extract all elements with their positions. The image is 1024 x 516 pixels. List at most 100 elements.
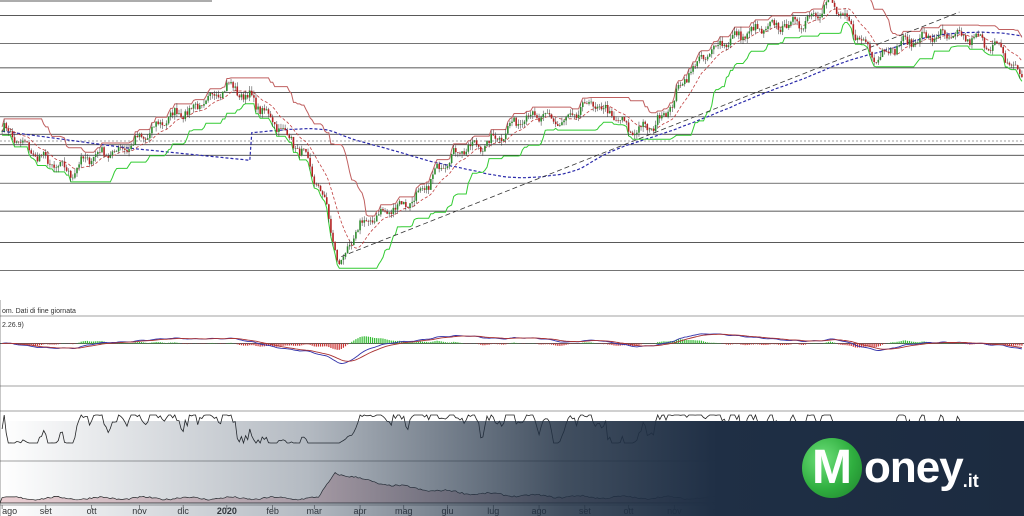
macd-histogram-bar [750, 343, 752, 345]
candle-body [446, 166, 449, 169]
macd-histogram-bar [1015, 343, 1017, 346]
macd-histogram-bar [994, 343, 996, 345]
candle-body [230, 82, 232, 84]
candle-body [969, 39, 971, 46]
candle-body [1010, 64, 1013, 66]
candle-body [196, 103, 199, 110]
candle-body [729, 38, 732, 46]
macd-histogram-bar [394, 340, 397, 344]
candle-body [906, 36, 909, 45]
macd-histogram-bar [765, 343, 767, 346]
candle-body [773, 20, 776, 26]
candle-body [174, 108, 176, 116]
macd-histogram-bar [1019, 343, 1021, 346]
candle-body [552, 118, 555, 122]
candle-body [475, 140, 478, 145]
candle-body [704, 59, 707, 60]
candle-body [806, 16, 809, 21]
candle-body [192, 104, 195, 109]
candle-body [856, 37, 859, 41]
candle-body [207, 95, 209, 101]
macd-histogram-bar [28, 343, 30, 345]
candle-body [771, 20, 773, 22]
macd-histogram-bar [586, 342, 588, 344]
x-axis-ticks: ago set ott nov dic 2020 feb mar apr mag giu lug ago… [1, 505, 993, 516]
macd-histogram-bar [384, 338, 386, 344]
candle-body [221, 91, 224, 99]
candle-body [973, 37, 975, 39]
candle-body [63, 161, 66, 168]
money-logo: M oney .it [802, 432, 1012, 504]
candle-body [473, 140, 476, 142]
candle-body [280, 128, 282, 129]
macd-histogram-bar [392, 340, 394, 344]
candle-body [440, 168, 443, 170]
candle-body [779, 29, 782, 32]
macd-histogram-bar [124, 342, 126, 344]
macd-histogram-bar [342, 343, 345, 348]
candle-body [837, 13, 840, 16]
macd-histogram-bar [746, 343, 748, 346]
candle-body [353, 238, 355, 245]
candle-body [858, 37, 861, 40]
macd-histogram-bar [151, 342, 153, 344]
macd-histogram-bar [804, 343, 807, 345]
macd-histogram-bar [1004, 343, 1006, 346]
candle-body [321, 191, 324, 195]
candle-body [919, 38, 921, 43]
macd-histogram-bar [455, 341, 457, 344]
macd-histogram-bar [419, 341, 422, 344]
candle-body [708, 54, 711, 57]
x-tick-label: mar [844, 506, 860, 516]
macd-histogram-bar [413, 342, 415, 344]
macd-histogram-bar [311, 343, 313, 346]
macd-histogram-bar [798, 343, 800, 345]
candle-body [507, 126, 509, 134]
candle-body [226, 82, 228, 92]
candle-body [700, 54, 703, 57]
candle-body [1006, 62, 1009, 64]
macd-histogram-bar [673, 340, 675, 344]
macd-histogram-bar [353, 340, 355, 344]
macd-histogram-bar [790, 343, 792, 345]
macd-histogram-bar [149, 342, 151, 344]
candle-body [30, 150, 33, 154]
candle-body [292, 136, 295, 149]
macd-histogram-bar [228, 342, 230, 344]
candle-body [777, 22, 780, 30]
candle-body [155, 121, 157, 127]
candle-body [20, 141, 22, 143]
candle-body [727, 45, 730, 48]
candle-body [631, 132, 634, 136]
macd-histogram-bar [690, 340, 692, 344]
macd-histogram-bar [313, 343, 315, 347]
candle-body [937, 35, 940, 38]
macd-histogram-bar [322, 343, 324, 347]
x-tick-label: mar [307, 506, 323, 516]
candle-body [263, 108, 266, 111]
macd-histogram-bar [315, 343, 317, 347]
candle-body [132, 144, 135, 146]
candle-body [40, 155, 43, 156]
candle-body [600, 106, 603, 110]
macd-histogram-bar [288, 343, 290, 346]
candle-body [636, 132, 638, 134]
candle-body [706, 56, 709, 60]
macd-histogram-bar [376, 338, 378, 344]
macd-histogram-bar [159, 342, 161, 344]
candle-body [15, 141, 18, 143]
macd-histogram-bar [565, 343, 567, 345]
candle-body [398, 201, 401, 205]
candle-body [812, 13, 815, 14]
macd-histogram-bar [442, 341, 444, 344]
x-tick-label: mag [395, 506, 413, 516]
candle-body [32, 153, 35, 155]
candle-body [521, 123, 524, 125]
macd-histogram-bar [334, 343, 336, 350]
candle-body [650, 128, 653, 130]
candle-body [305, 149, 307, 152]
candle-body [646, 123, 649, 131]
macd-histogram-bar [865, 343, 867, 347]
macd-histogram-bar [867, 343, 869, 347]
candle-body [359, 220, 361, 231]
